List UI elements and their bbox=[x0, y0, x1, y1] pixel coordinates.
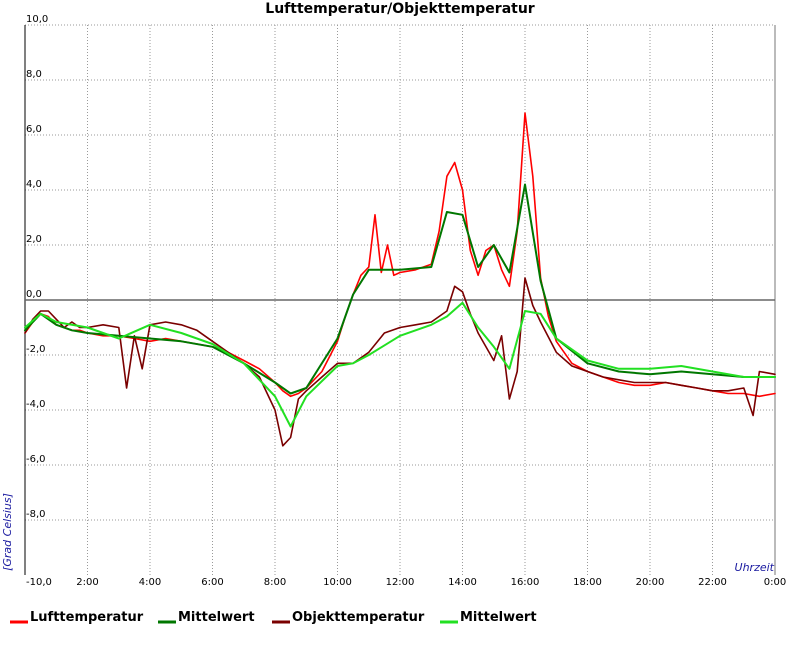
y-tick-label-2: 6,0 bbox=[26, 124, 42, 135]
y-tick-label-1: 8,0 bbox=[26, 69, 42, 80]
legend: Lufttemperatur Mittelwert Objekttemperatur… bbox=[10, 610, 537, 625]
x-tick-label-9: 20:00 bbox=[636, 577, 665, 588]
x-axis-label: Uhrzeit bbox=[735, 561, 775, 574]
x-tick-label-7: 16:00 bbox=[511, 577, 540, 588]
grid bbox=[25, 24, 775, 575]
y-tick-label-6: -2,0 bbox=[26, 344, 46, 355]
y-tick-label-4: 2,0 bbox=[26, 234, 42, 245]
y-tick-label-5: 0,0 bbox=[26, 289, 42, 300]
x-tick-label-0: 2:00 bbox=[76, 577, 98, 588]
y-tick-labels: 10,0 8,0 6,0 4,0 2,0 0,0 -2,0 -4,0 -6,0 -8,0 -10,0 bbox=[26, 14, 52, 588]
series-line-3 bbox=[24, 301, 776, 428]
x-tick-label-8: 18:00 bbox=[573, 577, 602, 588]
y-tick-label-8: -6,0 bbox=[26, 454, 46, 465]
legend-label-0: Lufttemperatur bbox=[30, 610, 144, 625]
legend-label-1: Mittelwert bbox=[178, 610, 255, 625]
x-tick-label-2: 6:00 bbox=[201, 577, 223, 588]
chart-title: Lufttemperatur/Objekttemperatur bbox=[265, 1, 535, 17]
x-tick-label-6: 14:00 bbox=[448, 577, 477, 588]
x-tick-label-10: 22:00 bbox=[698, 577, 727, 588]
x-tick-label-3: 8:00 bbox=[264, 577, 286, 588]
series-line-2 bbox=[24, 277, 776, 447]
y-tick-label-0: 10,0 bbox=[26, 14, 48, 25]
series-layer bbox=[24, 112, 776, 447]
legend-label-2: Objekttemperatur bbox=[292, 610, 425, 625]
y-tick-label-9: -8,0 bbox=[26, 509, 46, 520]
x-tick-labels: 2:00 4:00 6:00 8:00 10:00 12:00 14:00 16:00 18:0… bbox=[76, 577, 786, 588]
x-tick-label-1: 4:00 bbox=[139, 577, 161, 588]
x-tick-label-5: 12:00 bbox=[386, 577, 415, 588]
y-axis-label: [Grad Celsius] bbox=[1, 493, 14, 571]
y-tick-label-7: -4,0 bbox=[26, 399, 46, 410]
y-tick-label-10: -10,0 bbox=[26, 577, 52, 588]
legend-label-3: Mittelwert bbox=[460, 610, 537, 625]
x-tick-label-4: 10:00 bbox=[323, 577, 352, 588]
y-tick-label-3: 4,0 bbox=[26, 179, 42, 190]
series-line-1 bbox=[24, 183, 776, 395]
x-tick-label-11: 0:00 bbox=[764, 577, 786, 588]
